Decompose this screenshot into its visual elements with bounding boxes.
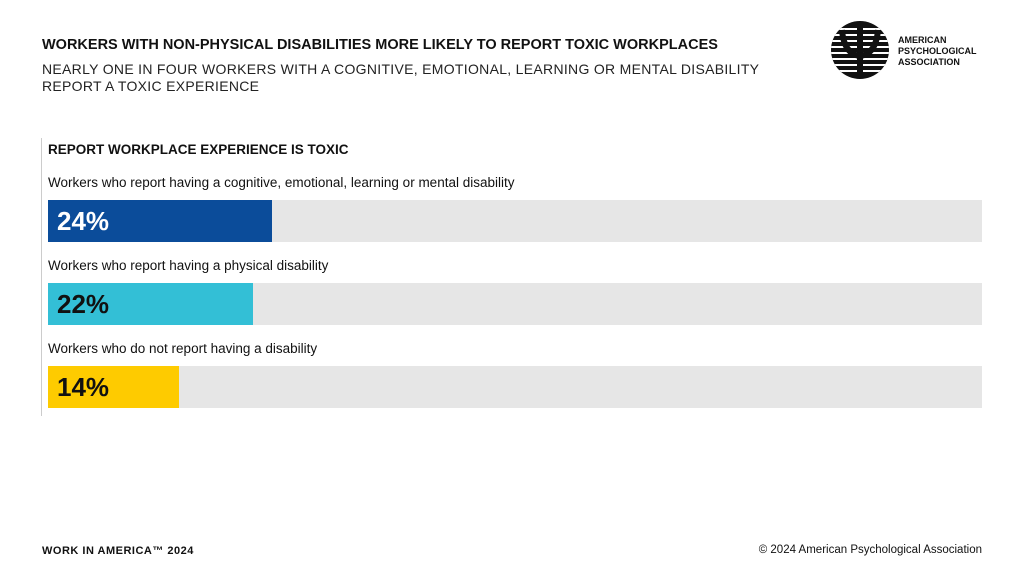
- logo: AMERICAN PSYCHOLOGICAL ASSOCIATION: [831, 21, 977, 79]
- category-label: Workers who do not report having a disab…: [48, 341, 318, 356]
- logo-text: ASSOCIATION: [898, 57, 960, 67]
- rule: [41, 138, 42, 416]
- bar: [48, 200, 273, 242]
- bar-track: 24%: [48, 200, 982, 242]
- chart-label: REPORT WORKPLACE EXPERIENCE IS TOXIC: [48, 142, 349, 157]
- chart-title: WORKERS WITH NON-PHYSICAL DISABILITIES M…: [42, 37, 718, 53]
- bar-track: 22%: [48, 283, 982, 325]
- bar: [48, 283, 254, 325]
- logo-text: PSYCHOLOGICAL: [898, 46, 977, 56]
- chart-subtitle: NEARLY ONE IN FOUR WORKERS WITH A COGNIT…: [42, 61, 760, 94]
- footer-left: WORK IN AMERICA™ 2024: [42, 545, 194, 557]
- category-label: Workers who report having a cognitive, e…: [48, 175, 515, 190]
- value-label: 22%: [57, 289, 110, 319]
- value-label: 14%: [57, 372, 110, 402]
- value-label: 24%: [57, 206, 110, 236]
- footer-right: © 2024 American Psychological Associatio…: [758, 544, 982, 556]
- bar: [48, 366, 179, 408]
- bar-track: 14%: [48, 366, 982, 408]
- logo-text: AMERICAN: [898, 35, 947, 45]
- category-label: Workers who report having a physical dis…: [48, 258, 329, 273]
